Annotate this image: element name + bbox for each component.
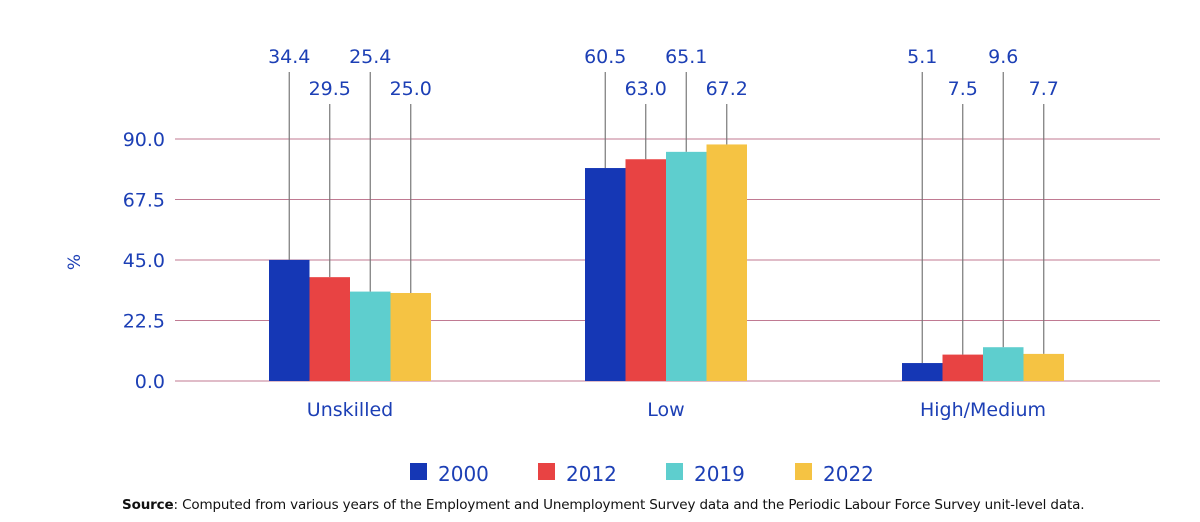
bars [269, 144, 1064, 381]
legend-label: 2012 [566, 462, 617, 486]
y-axis-label: % [65, 254, 85, 270]
bar-unskilled-2012 [309, 277, 350, 381]
legend-swatch [666, 463, 683, 480]
legend-swatch [538, 463, 555, 480]
source-text: : Computed from various years of the Emp… [173, 497, 1085, 513]
legend-item-2022: 2022 [795, 462, 874, 486]
bar-unskilled-2000 [269, 259, 310, 381]
bar-high-medium-2022 [1023, 353, 1064, 381]
category-label: Low [647, 399, 684, 421]
data-label: 63.0 [625, 78, 667, 100]
data-label: 60.5 [584, 46, 626, 68]
data-label: 67.2 [706, 78, 748, 100]
data-label: 7.7 [1029, 78, 1059, 100]
legend: 2000 2012 2019 2022 [410, 462, 874, 486]
data-label: 29.5 [309, 78, 351, 100]
bar-high-medium-2012 [942, 354, 983, 381]
category-label: High/Medium [920, 399, 1046, 421]
label-leader-lines [288, 72, 1045, 364]
y-tick-label: 90.0 [123, 129, 165, 151]
bar-low-2000 [585, 168, 626, 381]
data-label: 9.6 [988, 46, 1018, 68]
legend-label: 2022 [823, 462, 874, 486]
bar-unskilled-2019 [350, 291, 391, 381]
data-label: 25.0 [390, 78, 432, 100]
data-label: 25.4 [349, 46, 391, 68]
category-labels: Unskilled Low High/Medium [307, 399, 1046, 421]
legend-swatch [795, 463, 812, 480]
data-labels: 34.4 29.5 25.4 25.0 60.5 63.0 65.1 67.2 5.1 7.5 9.… [268, 46, 1059, 100]
source-note: Source: Computed from various years of t… [122, 497, 1085, 513]
bar-high-medium-2000 [902, 363, 943, 381]
legend-label: 2019 [694, 462, 745, 486]
legend-item-2012: 2012 [538, 462, 617, 486]
bar-low-2019 [666, 151, 707, 381]
y-tick-label: 0.0 [135, 371, 165, 393]
bar-low-2022 [706, 144, 747, 381]
y-tick-label: 67.5 [123, 190, 165, 212]
bar-unskilled-2022 [390, 293, 431, 381]
bar-high-medium-2019 [983, 347, 1024, 381]
data-label: 5.1 [907, 46, 937, 68]
legend-label: 2000 [438, 462, 489, 486]
legend-item-2000: 2000 [410, 462, 489, 486]
y-axis-ticks: 0.0 22.5 45.0 67.5 90.0 [123, 129, 165, 393]
legend-swatch [410, 463, 427, 480]
y-tick-label: 45.0 [123, 250, 165, 272]
legend-item-2019: 2019 [666, 462, 745, 486]
data-label: 7.5 [948, 78, 978, 100]
bar-low-2012 [625, 159, 666, 381]
category-label: Unskilled [307, 399, 393, 421]
data-label: 65.1 [665, 46, 707, 68]
source-label: Source [122, 497, 174, 513]
data-label: 34.4 [268, 46, 310, 68]
y-tick-label: 22.5 [123, 311, 165, 333]
